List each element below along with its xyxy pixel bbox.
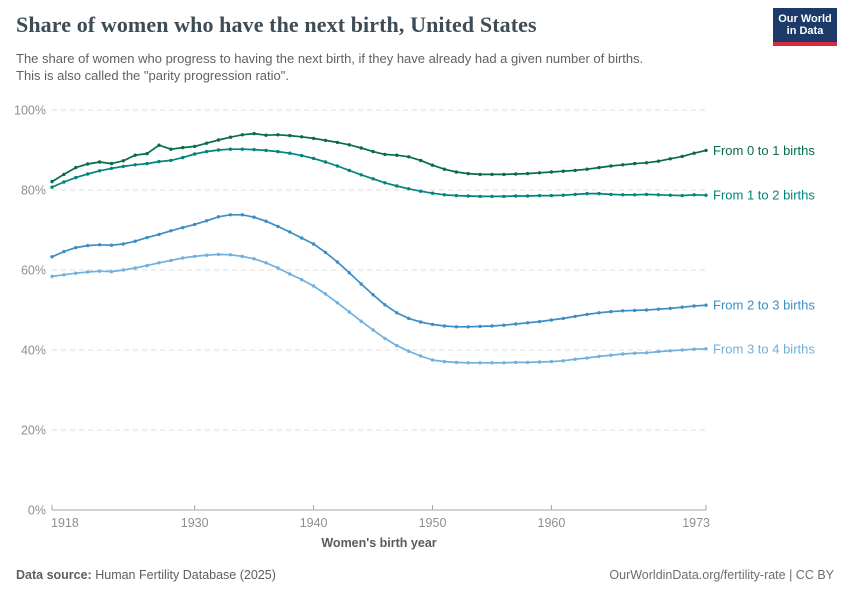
chart-subtitle: The share of women who progress to havin… — [16, 51, 756, 84]
y-tick-label-20: 20% — [21, 424, 46, 438]
x-tick-label-1918: 1918 — [51, 516, 79, 530]
series-markers-from-2-to-3-births — [50, 213, 708, 329]
owid-logo[interactable]: Our World in Data — [773, 8, 837, 46]
series-markers-from-3-to-4-births — [50, 252, 708, 365]
series-line-from-2-to-3-births[interactable] — [51, 213, 707, 328]
x-axis-title: Women's birth year — [321, 536, 437, 550]
x-tick-label-1950: 1950 — [419, 516, 447, 530]
series-line-from-1-to-2-births[interactable] — [51, 148, 707, 198]
chart-subtitle-line1: The share of women who progress to havin… — [16, 51, 644, 66]
owid-logo-line1: Our World — [778, 12, 832, 25]
x-tick-label-1940: 1940 — [300, 516, 328, 530]
parity-progression-line-chart[interactable]: 0% 20% 40% 60% 80% 100% 1918 1930 1940 1950 1960 19… — [0, 100, 850, 536]
data-source-note: Data source: Human Fertility Database (2… — [16, 568, 276, 582]
series-end-label-from-2-to-3-births[interactable]: From 2 to 3 births — [713, 298, 815, 313]
y-tick-label-80: 80% — [21, 184, 46, 198]
series-markers-from-0-to-1-births — [50, 131, 708, 184]
data-source-value: Human Fertility Database (2025) — [95, 568, 276, 582]
y-tick-label-60: 60% — [21, 264, 46, 278]
owid-logo-line2: in Data — [786, 25, 824, 37]
page-title: Share of women who have the next birth, … — [16, 12, 537, 37]
y-tick-label-0: 0% — [28, 504, 46, 518]
series-end-label-from-0-to-1-births[interactable]: From 0 to 1 births — [713, 143, 815, 158]
data-source-label: Data source: — [16, 568, 92, 582]
chart-footer: Data source: Human Fertility Database (2… — [16, 568, 834, 582]
chart-subtitle-line2: This is also called the "parity progress… — [16, 67, 289, 83]
series-line-from-3-to-4-births[interactable] — [51, 253, 707, 364]
series-markers-from-1-to-2-births — [50, 147, 708, 199]
x-tick-label-1973: 1973 — [682, 516, 710, 530]
license-credit[interactable]: OurWorldinData.org/fertility-rate | CC B… — [609, 568, 834, 582]
series-line-from-0-to-1-births[interactable] — [51, 132, 707, 183]
series-end-label-from-1-to-2-births[interactable]: From 1 to 2 births — [713, 188, 815, 203]
series-end-label-from-3-to-4-births[interactable]: From 3 to 4 births — [713, 341, 815, 356]
y-tick-label-100: 100% — [14, 104, 46, 118]
x-tick-label-1930: 1930 — [181, 516, 209, 530]
x-tick-label-1960: 1960 — [538, 516, 566, 530]
y-tick-label-40: 40% — [21, 344, 46, 358]
